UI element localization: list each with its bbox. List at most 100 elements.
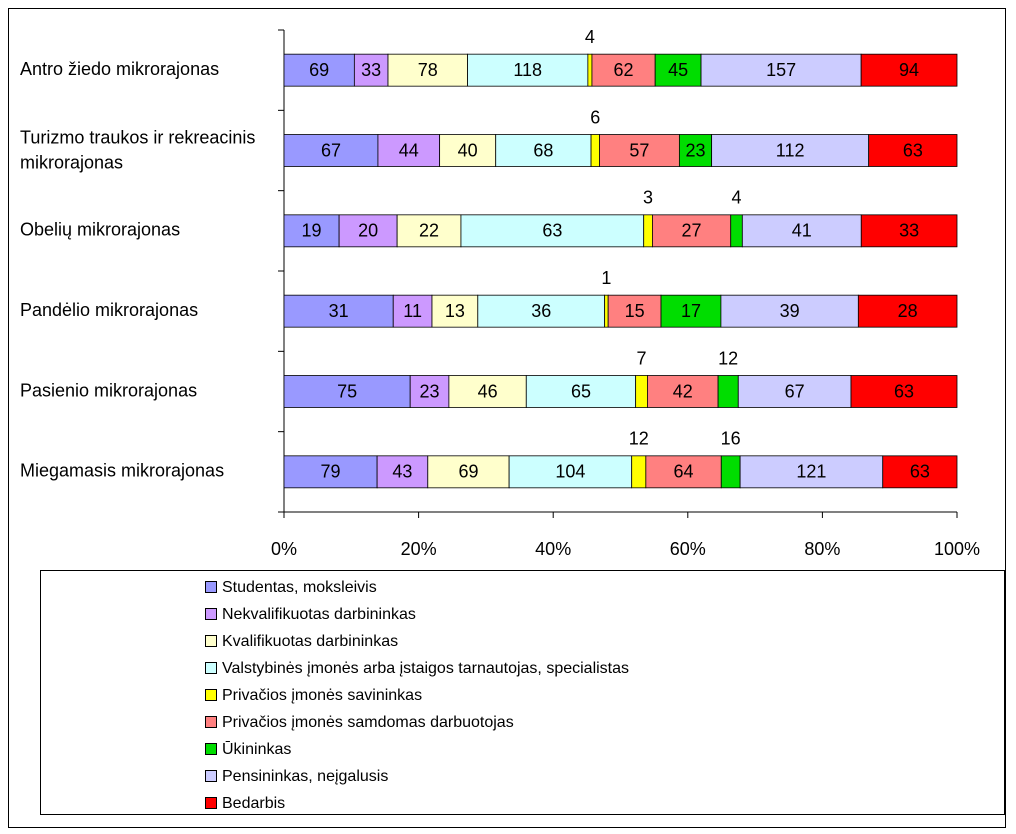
data-label: 4 xyxy=(585,27,595,47)
legend-swatch xyxy=(205,581,217,593)
bar-segment xyxy=(477,294,606,328)
bar-segment xyxy=(460,214,645,248)
bar-segment xyxy=(860,53,958,87)
data-label: 33 xyxy=(899,221,919,241)
bar-segment xyxy=(720,455,741,489)
bar-segment xyxy=(508,455,633,489)
category-label: Turizmo traukos ir rekreacinis mikrorajon… xyxy=(20,127,255,172)
bar-segment xyxy=(377,134,441,167)
data-label: 23 xyxy=(420,381,440,401)
data-label: 78 xyxy=(418,60,438,80)
bar-segment xyxy=(607,294,662,328)
data-label: 68 xyxy=(533,140,553,160)
data-label: 45 xyxy=(668,60,688,80)
data-label: 104 xyxy=(555,462,585,482)
legend-label: Privačios įmonės savininkas xyxy=(222,687,422,704)
data-label: 94 xyxy=(899,60,919,80)
category-label: Antro žiedo mikrorajonas xyxy=(20,59,219,79)
data-label: 6 xyxy=(590,107,600,127)
legend-label: Kvalifikuotas darbininkas xyxy=(222,633,398,650)
bar-segment xyxy=(700,53,862,87)
data-label: 42 xyxy=(673,381,693,401)
data-label: 69 xyxy=(309,60,329,80)
data-label: 17 xyxy=(681,301,701,321)
data-label: 46 xyxy=(478,381,498,401)
bar-segment xyxy=(739,455,884,489)
data-label: 63 xyxy=(903,140,923,160)
x-tick-label: 80% xyxy=(804,539,840,559)
bar-segment xyxy=(283,134,379,167)
bar-segment xyxy=(645,455,722,489)
legend-label: Valstybinės įmonės arba įstaigos tarnaut… xyxy=(222,660,629,677)
bar-segment xyxy=(495,134,592,167)
x-tick-label: 0% xyxy=(271,539,297,559)
data-label: 3 xyxy=(643,188,653,208)
legend-label: Privačios įmonės samdomas darbuotojas xyxy=(222,714,514,731)
data-label: 69 xyxy=(458,462,478,482)
data-label: 157 xyxy=(766,60,796,80)
bar-segment xyxy=(643,214,653,248)
bar-segment xyxy=(431,294,479,328)
bar-segment xyxy=(590,134,600,167)
data-label: 1 xyxy=(601,268,611,288)
data-label: 64 xyxy=(674,462,694,482)
data-label: 22 xyxy=(419,221,439,241)
data-label: 4 xyxy=(732,188,742,208)
bar-segment xyxy=(635,375,648,408)
bar-segment xyxy=(587,53,593,87)
bar-segment xyxy=(660,294,722,328)
bar-segment xyxy=(604,294,609,328)
bar-segment xyxy=(525,375,637,408)
bar-segment xyxy=(396,214,462,248)
data-label: 75 xyxy=(337,381,357,401)
bar-segment xyxy=(711,134,870,167)
category-label: Pandėlio mikrorajonas xyxy=(20,300,198,320)
legend-swatch xyxy=(205,689,217,701)
data-label: 63 xyxy=(894,381,914,401)
data-label: 15 xyxy=(625,301,645,321)
data-label: 41 xyxy=(792,221,812,241)
bar-segment xyxy=(591,53,656,87)
bar-segment xyxy=(652,214,732,248)
bar-segment xyxy=(599,134,680,167)
bar-segment xyxy=(882,455,958,489)
data-label: 12 xyxy=(629,429,649,449)
data-label: 63 xyxy=(542,221,562,241)
data-label: 67 xyxy=(785,381,805,401)
data-label: 39 xyxy=(780,301,800,321)
data-label: 20 xyxy=(358,221,378,241)
data-label: 16 xyxy=(721,429,741,449)
data-label: 121 xyxy=(796,462,826,482)
data-label: 57 xyxy=(629,140,649,160)
bar-segment xyxy=(720,294,859,328)
data-label: 44 xyxy=(399,140,419,160)
category-label: Obelių mikrorajonas xyxy=(20,220,180,240)
bar-segment xyxy=(467,53,589,87)
legend-label: Pensininkas, neįgalusis xyxy=(222,768,388,785)
bar-segment xyxy=(631,455,647,489)
data-label: 63 xyxy=(910,462,930,482)
x-tick-label: 40% xyxy=(535,539,571,559)
bar-segment xyxy=(353,53,389,87)
data-label: 33 xyxy=(361,60,381,80)
bar-segment xyxy=(392,294,433,328)
data-label: 62 xyxy=(614,60,634,80)
bar-segment xyxy=(654,53,702,87)
legend-swatch xyxy=(205,743,217,755)
bar-segment xyxy=(868,134,958,167)
data-label: 19 xyxy=(302,221,322,241)
data-label: 27 xyxy=(682,221,702,241)
bar-segment xyxy=(857,294,958,328)
legend-frame xyxy=(40,570,1005,815)
data-label: 13 xyxy=(445,301,465,321)
data-label: 65 xyxy=(571,381,591,401)
data-label: 12 xyxy=(718,348,738,368)
x-tick-label: 60% xyxy=(670,539,706,559)
legend-label: Studentas, moksleivis xyxy=(222,579,377,596)
data-label: 67 xyxy=(321,140,341,160)
legend-swatch xyxy=(205,608,217,620)
data-label: 43 xyxy=(392,462,412,482)
legend-swatch xyxy=(205,662,217,674)
bar-segment xyxy=(338,214,398,248)
